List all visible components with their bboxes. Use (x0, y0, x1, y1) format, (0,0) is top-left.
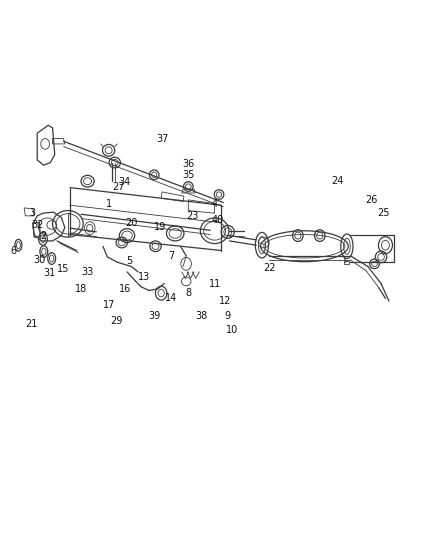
Text: 37: 37 (156, 134, 168, 143)
Text: 12: 12 (219, 296, 232, 306)
Text: 36: 36 (182, 159, 194, 169)
Text: 30: 30 (33, 255, 46, 265)
Text: 22: 22 (263, 263, 276, 272)
Text: 19: 19 (154, 222, 166, 231)
Text: 13: 13 (138, 272, 151, 282)
Text: 1: 1 (106, 199, 112, 208)
Text: 35: 35 (182, 170, 194, 180)
Text: 39: 39 (148, 311, 160, 320)
Text: 32: 32 (31, 220, 43, 230)
Text: 15: 15 (57, 264, 70, 274)
Text: 24: 24 (331, 176, 343, 186)
Text: 18: 18 (75, 284, 87, 294)
Text: 31: 31 (43, 268, 55, 278)
Text: 14: 14 (165, 294, 177, 303)
Text: 3: 3 (30, 208, 36, 218)
Text: 21: 21 (25, 319, 38, 329)
Text: 9: 9 (225, 311, 231, 320)
Text: 16: 16 (119, 284, 131, 294)
Text: 17: 17 (103, 300, 116, 310)
Text: 27: 27 (112, 182, 124, 191)
Text: 26: 26 (365, 195, 378, 205)
Text: 10: 10 (226, 326, 238, 335)
Text: 25: 25 (377, 208, 389, 218)
Text: 2: 2 (41, 231, 47, 240)
Text: 11: 11 (208, 279, 221, 288)
Text: 34: 34 (119, 177, 131, 187)
Text: 6: 6 (10, 246, 16, 255)
Text: 38: 38 (195, 311, 208, 320)
Text: 4: 4 (212, 199, 218, 208)
Text: 29: 29 (110, 316, 122, 326)
Text: 20: 20 (125, 218, 138, 228)
Text: 7: 7 (168, 251, 174, 261)
Bar (344, 261, 349, 264)
Text: 23: 23 (187, 211, 199, 221)
Text: 8: 8 (185, 288, 191, 298)
Text: 5: 5 (126, 256, 132, 266)
Text: 40: 40 (212, 215, 224, 224)
Text: 33: 33 (81, 267, 94, 277)
